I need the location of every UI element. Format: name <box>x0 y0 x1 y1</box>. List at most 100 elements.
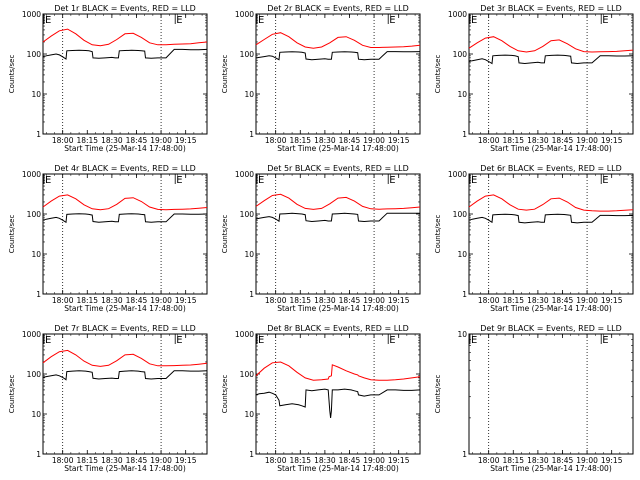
y-axis-label: Counts/sec <box>434 375 442 414</box>
y-tick-label: 1 <box>249 130 254 139</box>
y-tick-label: 10 <box>31 250 41 259</box>
x-tick-label: 18:30 <box>314 136 336 145</box>
events-rate-line <box>468 213 634 224</box>
x-axis-label: Start Time (25-Mar-14 17:48:00) <box>64 304 186 313</box>
x-tick-label: 18:00 <box>52 456 74 465</box>
e-marker-label: E <box>45 15 51 26</box>
x-axis-label: Start Time (25-Mar-14 17:48:00) <box>277 464 399 473</box>
y-tick-label: 1 <box>249 290 254 299</box>
x-tick-label: 18:30 <box>314 456 336 465</box>
x-tick-label: 18:30 <box>527 456 549 465</box>
y-axis-label: Counts/sec <box>434 215 442 254</box>
plot-frame <box>42 173 208 295</box>
e-marker-label: E <box>176 15 182 26</box>
events-rate-line <box>42 213 208 224</box>
events-rate-line <box>255 51 421 61</box>
x-tick-label: 18:15 <box>76 296 98 305</box>
events-rate-line <box>468 54 634 65</box>
x-tick-label: 18:45 <box>126 296 148 305</box>
lld-rate-line <box>42 349 208 367</box>
x-axis-label: Start Time (25-Mar-14 17:48:00) <box>490 464 612 473</box>
x-tick-label: 19:15 <box>601 456 623 465</box>
x-tick-label: 18:15 <box>502 296 524 305</box>
e-marker-label: E <box>471 335 477 346</box>
panel-det-1: Det 1r BLACK = Events, RED = LLD 1 10 100 10… <box>8 4 208 153</box>
x-tick-label: 19:00 <box>576 136 598 145</box>
plot-frame <box>468 333 634 455</box>
y-tick-label: 1 <box>36 290 41 299</box>
x-tick-label: 18:15 <box>289 456 311 465</box>
x-axis-label: Start Time (25-Mar-14 17:48:00) <box>277 304 399 313</box>
x-tick-label: 19:00 <box>363 296 385 305</box>
y-tick-label: 1 <box>462 450 467 459</box>
x-tick-label: 18:15 <box>289 136 311 145</box>
events-rate-line <box>42 48 208 60</box>
y-tick-label: 1000 <box>22 10 41 19</box>
e-marker-label: E <box>389 335 395 346</box>
e-marker-label: E <box>471 15 477 26</box>
e-marker-label: E <box>389 15 395 26</box>
x-tick-label: 18:30 <box>527 136 549 145</box>
plot-frame <box>255 13 421 135</box>
panel-det-3: Det 3r BLACK = Events, RED = LLD 1 10 100 10… <box>434 4 634 153</box>
x-tick-label: 18:45 <box>552 456 574 465</box>
y-tick-label: 10 <box>457 330 467 339</box>
x-tick-label: 18:30 <box>314 296 336 305</box>
panel-title: Det 6r BLACK = Events, RED = LLD <box>480 164 622 173</box>
y-axis-label: Counts/sec <box>221 55 229 94</box>
x-tick-label: 19:00 <box>363 136 385 145</box>
panel-title: Det 8r BLACK = Events, RED = LLD <box>267 324 409 333</box>
plot-frame <box>255 173 421 295</box>
y-axis-label: Counts/sec <box>221 215 229 254</box>
x-tick-label: 18:15 <box>289 296 311 305</box>
x-tick-label: 18:00 <box>265 296 287 305</box>
x-tick-label: 19:00 <box>150 136 172 145</box>
y-tick-label: 10 <box>244 90 254 99</box>
x-tick-label: 18:00 <box>52 136 74 145</box>
y-tick-label: 1000 <box>448 170 467 179</box>
panel-det-5: Det 5r BLACK = Events, RED = LLD 1 10 100 10… <box>221 164 421 313</box>
x-tick-label: 18:30 <box>527 296 549 305</box>
y-axis-label: Counts/sec <box>8 215 16 254</box>
x-axis-label: Start Time (25-Mar-14 17:48:00) <box>277 144 399 153</box>
e-marker-label: E <box>258 15 264 26</box>
plot-frame <box>42 13 208 135</box>
y-tick-label: 100 <box>240 370 255 379</box>
panel-title: Det 4r BLACK = Events, RED = LLD <box>54 164 196 173</box>
x-tick-label: 18:45 <box>339 456 361 465</box>
panel-det-6: Det 6r BLACK = Events, RED = LLD 1 10 100 10… <box>434 164 634 313</box>
e-marker-label: E <box>258 175 264 186</box>
y-tick-label: 100 <box>27 50 42 59</box>
x-tick-label: 19:15 <box>175 296 197 305</box>
y-tick-label: 10 <box>244 250 254 259</box>
x-tick-label: 18:00 <box>478 456 500 465</box>
x-tick-label: 18:00 <box>52 296 74 305</box>
x-tick-label: 19:15 <box>601 136 623 145</box>
plot-frame <box>255 333 421 455</box>
x-axis-label: Start Time (25-Mar-14 17:48:00) <box>64 464 186 473</box>
plot-frame <box>42 333 208 455</box>
panel-title: Det 2r BLACK = Events, RED = LLD <box>267 4 409 13</box>
x-tick-label: 18:45 <box>126 136 148 145</box>
x-tick-label: 18:00 <box>478 136 500 145</box>
y-tick-label: 10 <box>244 410 254 419</box>
x-tick-label: 18:45 <box>339 296 361 305</box>
x-axis-label: Start Time (25-Mar-14 17:48:00) <box>490 144 612 153</box>
panel-det-4: Det 4r BLACK = Events, RED = LLD 1 10 100 10… <box>8 164 208 313</box>
panel-det-7: Det 7r BLACK = Events, RED = LLD 1 10 100 10… <box>8 324 208 473</box>
y-tick-label: 1000 <box>22 330 41 339</box>
y-tick-label: 100 <box>240 50 255 59</box>
panel-det-2: Det 2r BLACK = Events, RED = LLD 1 10 100 10… <box>221 4 421 153</box>
events-rate-line <box>255 388 421 418</box>
y-axis-label: Counts/sec <box>8 375 16 414</box>
x-tick-label: 18:45 <box>339 136 361 145</box>
y-tick-label: 100 <box>453 210 468 219</box>
x-tick-label: 19:00 <box>150 456 172 465</box>
e-marker-label: E <box>45 335 51 346</box>
x-tick-label: 18:30 <box>101 136 123 145</box>
x-tick-label: 19:15 <box>601 296 623 305</box>
e-marker-label: E <box>471 175 477 186</box>
lld-rate-line <box>255 193 421 210</box>
e-marker-label: E <box>176 175 182 186</box>
